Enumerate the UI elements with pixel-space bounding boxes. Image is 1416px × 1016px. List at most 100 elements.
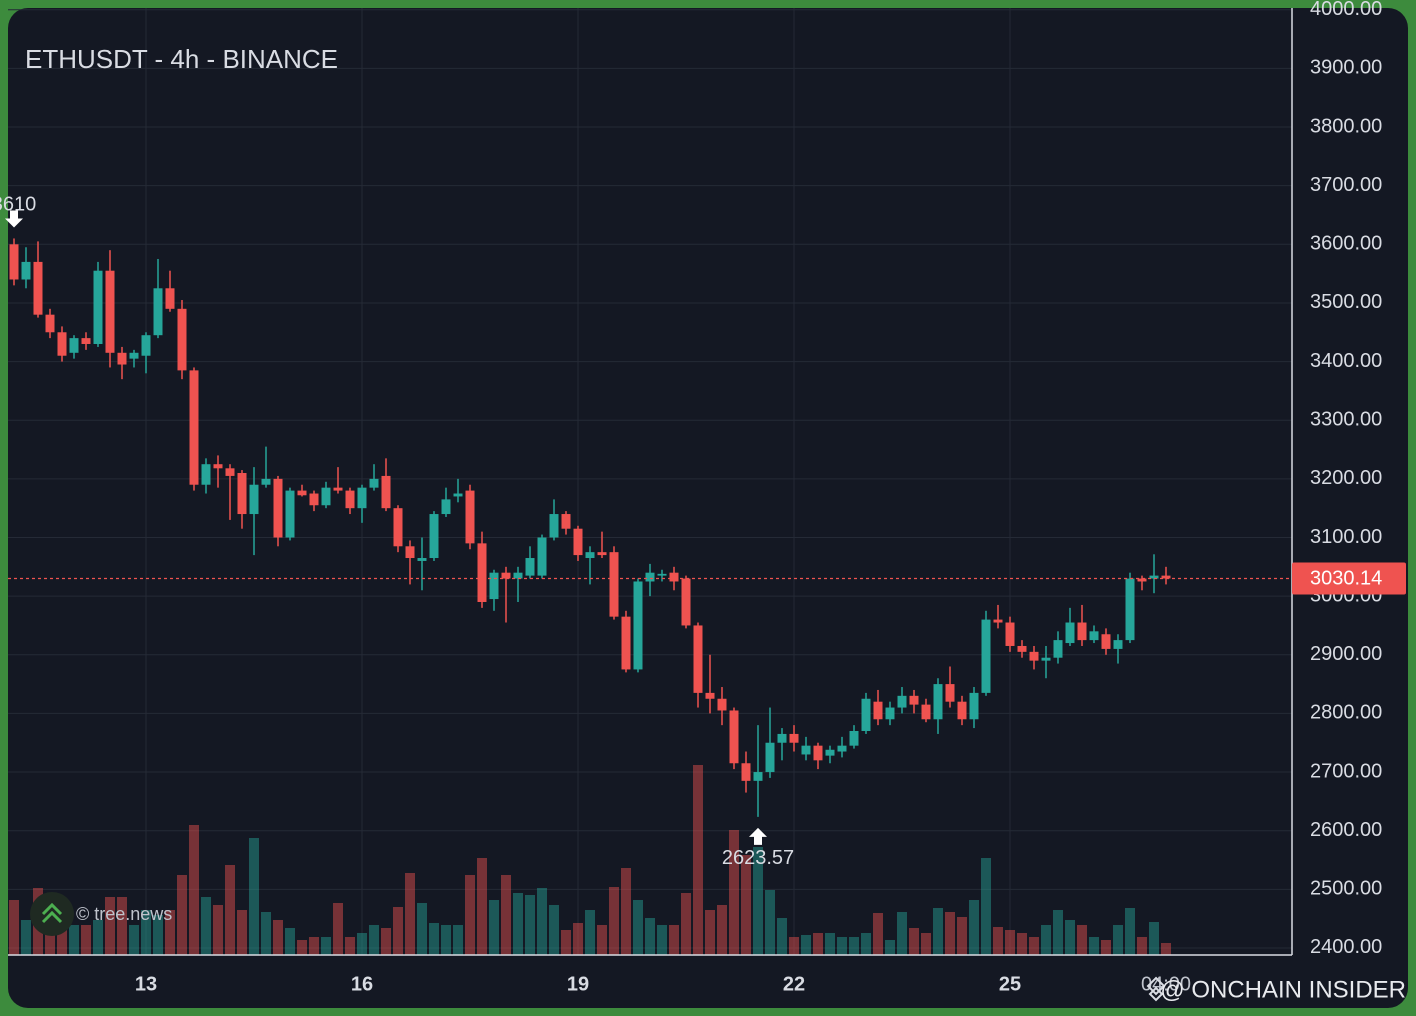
candle-body <box>1005 622 1015 646</box>
volume-bar <box>1100 940 1111 955</box>
volume-bar <box>285 928 296 955</box>
candle-body <box>1149 575 1159 579</box>
volume-bar <box>9 900 20 955</box>
volume-bar <box>896 912 907 955</box>
volume-bar <box>1125 908 1136 955</box>
volume-bar <box>236 910 247 955</box>
candle-body <box>417 558 427 561</box>
candle-body <box>1077 622 1087 641</box>
watermark: @ ONCHAIN INSIDER <box>1160 976 1406 1003</box>
candle-body <box>1029 651 1039 661</box>
candle-body <box>1161 575 1171 579</box>
volume-bar <box>1148 922 1159 955</box>
candle-body <box>297 490 307 496</box>
volume-bar <box>848 937 859 955</box>
candle-body <box>477 543 487 603</box>
candle-body <box>21 261 31 280</box>
candle-body <box>753 772 763 781</box>
volume-bar <box>716 905 727 955</box>
volume-bar <box>1053 910 1064 955</box>
y-tick-label: 3700.00 <box>1310 174 1382 196</box>
y-tick-label: 3400.00 <box>1310 350 1382 372</box>
volume-bar <box>321 937 332 955</box>
chart-background <box>8 8 1408 1008</box>
volume-bar <box>92 920 103 955</box>
volume-bar <box>956 917 967 955</box>
volume-bar <box>56 920 67 955</box>
watermark-logo <box>1146 976 1166 1002</box>
volume-bar <box>704 910 715 955</box>
candle-body <box>849 731 859 746</box>
candle-body <box>393 508 403 547</box>
volume-bar <box>393 907 404 955</box>
volume-bar <box>369 925 380 955</box>
candle-body <box>825 749 835 756</box>
candle-body <box>321 487 331 506</box>
candle-body <box>345 490 355 509</box>
volume-bar <box>1161 943 1172 955</box>
candle-body <box>885 707 895 720</box>
volume-bar <box>297 940 308 955</box>
candle-body <box>1065 622 1075 644</box>
grid <box>8 8 1292 955</box>
volume-bar <box>128 925 139 955</box>
volume-bar <box>788 937 799 955</box>
volume-bar <box>81 925 92 955</box>
volume-bar <box>945 912 956 955</box>
volume-bar <box>308 937 319 955</box>
candle-body <box>789 733 799 743</box>
candle-body <box>657 573 667 576</box>
volume-bar <box>1136 937 1147 955</box>
volume-bar <box>752 847 763 955</box>
volume-bar <box>141 910 152 955</box>
volume-bar <box>729 830 740 955</box>
candle-body <box>861 698 871 732</box>
chart-title: ETHUSDT - 4h - BINANCE <box>25 44 338 74</box>
candle-body <box>153 288 163 336</box>
candle-body <box>57 332 67 356</box>
y-tick-label: 3100.00 <box>1310 526 1382 548</box>
candle-body <box>273 478 283 538</box>
y-tick-label: 2600.00 <box>1310 819 1382 841</box>
source-label: © tree.news <box>76 904 172 924</box>
candle-body <box>453 493 463 497</box>
volume-bar <box>824 933 835 955</box>
candle-body <box>429 514 439 559</box>
candle-body <box>1017 645 1027 652</box>
volume-bar <box>981 858 992 955</box>
candle-body <box>129 352 139 359</box>
volume-bar <box>812 933 823 955</box>
volume-bar <box>585 910 596 955</box>
volume-bar <box>452 925 463 955</box>
volume-bar <box>668 925 679 955</box>
volume-bar <box>573 923 584 955</box>
candle-body <box>981 619 991 693</box>
y-tick-label: 2400.00 <box>1310 936 1382 958</box>
volume-bar <box>693 765 704 955</box>
candle-body <box>405 546 415 559</box>
volume-bar <box>105 897 116 955</box>
candle-body <box>501 572 511 579</box>
candle-body <box>1053 640 1063 658</box>
volume-bar <box>333 903 344 955</box>
volume-bar <box>164 910 175 955</box>
candle-body <box>81 338 91 344</box>
candle-body <box>585 552 595 559</box>
candle-body <box>729 710 739 764</box>
volume-bar <box>680 893 691 955</box>
candle-body <box>1041 657 1051 661</box>
candle-body <box>1089 631 1099 641</box>
candle-body <box>801 745 811 755</box>
y-tick-label: 3900.00 <box>1310 57 1382 79</box>
high-annotation: 3610 <box>0 194 36 216</box>
candle-body <box>573 528 583 556</box>
volume-bar <box>189 825 200 955</box>
volume-bar <box>909 928 920 955</box>
candle-body <box>993 619 1003 623</box>
candle-body <box>369 478 379 488</box>
last-price-box <box>1292 562 1406 595</box>
volume-bar <box>740 855 751 955</box>
candle-body <box>537 537 547 576</box>
candle-body <box>513 572 523 579</box>
